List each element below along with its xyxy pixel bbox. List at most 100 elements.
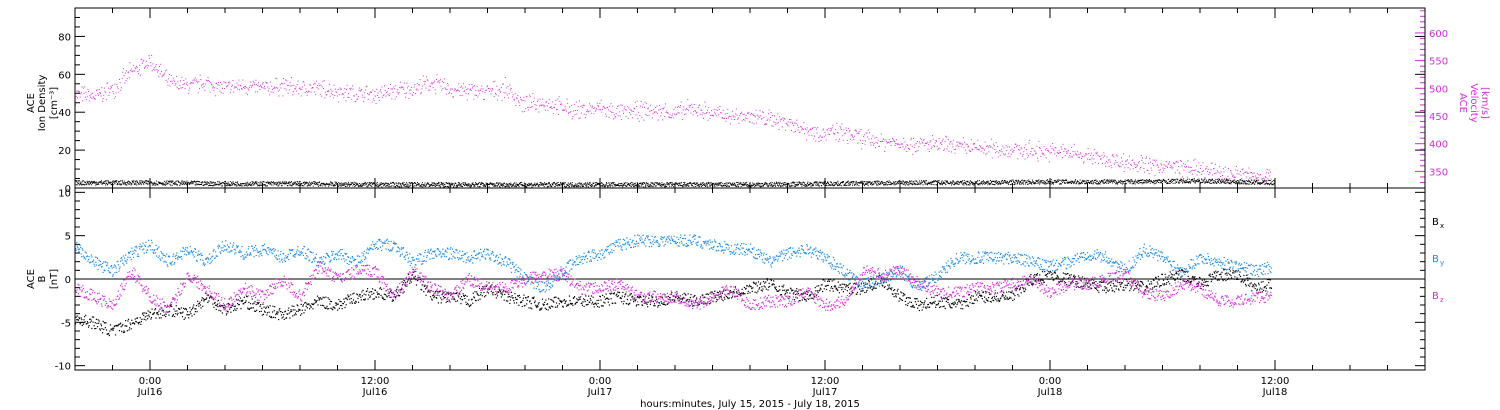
velocity-point [961, 143, 963, 145]
density-point [931, 181, 933, 183]
density-point [1121, 180, 1123, 182]
density-point [614, 185, 616, 187]
density-point [313, 181, 315, 183]
velocity-point [1191, 170, 1193, 172]
density-point [669, 185, 670, 187]
density-point [987, 182, 989, 184]
velocity-point [233, 87, 235, 89]
density-point [847, 180, 849, 182]
velocity-point [178, 88, 180, 90]
density-point [342, 185, 344, 187]
velocity-point [826, 129, 828, 131]
density-point [564, 182, 566, 184]
density-point [592, 184, 594, 186]
velocity-point [748, 121, 750, 123]
density-point [269, 181, 271, 183]
velocity-point [801, 129, 803, 131]
velocity-point [762, 111, 764, 113]
density-point [109, 181, 111, 183]
density-point [1075, 179, 1077, 181]
density-point [132, 181, 134, 183]
density-point [1112, 180, 1114, 182]
density-point [505, 186, 507, 188]
velocity-point [347, 96, 349, 98]
velocity-point [1136, 164, 1138, 166]
density-point [889, 184, 891, 186]
density-point [567, 184, 569, 186]
velocity-point [834, 133, 836, 135]
velocity-point [415, 89, 417, 91]
velocity-point [1096, 153, 1098, 155]
density-point [1156, 179, 1158, 181]
density-point [289, 182, 291, 184]
velocity-point [399, 87, 401, 89]
density-point [841, 185, 843, 187]
density-point [827, 181, 829, 183]
velocity-point [789, 118, 790, 120]
velocity-point [1144, 162, 1146, 164]
density-point [750, 186, 752, 188]
density-point [1190, 181, 1192, 183]
velocity-point [1235, 165, 1237, 167]
velocity-point [851, 133, 853, 135]
density-point [1055, 181, 1057, 183]
velocity-point [367, 92, 369, 94]
density-point [94, 182, 96, 184]
velocity-point [348, 93, 349, 95]
density-point [192, 181, 193, 183]
density-point [508, 186, 510, 188]
density-point [870, 182, 872, 184]
density-point [987, 184, 989, 186]
velocity-point [323, 87, 325, 89]
velocity-point [1208, 174, 1210, 176]
velocity-point [521, 99, 523, 101]
velocity-point [229, 81, 231, 83]
density-point [94, 181, 96, 183]
density-point [882, 182, 883, 184]
velocity-point [80, 92, 82, 94]
velocity-point [213, 89, 215, 91]
density-point [665, 186, 667, 188]
density-point [432, 183, 434, 185]
velocity-point [1232, 174, 1234, 176]
velocity-point [804, 128, 806, 130]
density-point [947, 182, 949, 184]
density-point [957, 180, 958, 182]
density-point [852, 184, 853, 186]
density-point [1031, 181, 1033, 183]
velocity-point [559, 103, 561, 105]
velocity-point [947, 139, 949, 141]
density-point [661, 183, 663, 185]
velocity-point [773, 121, 775, 123]
density-point [287, 182, 289, 184]
velocity-point [271, 85, 273, 87]
density-point [102, 182, 104, 184]
density-point [473, 185, 475, 187]
density-point [136, 184, 138, 186]
velocity-point [677, 112, 679, 114]
velocity-point [227, 82, 229, 84]
velocity-point [338, 94, 340, 96]
velocity-point [405, 92, 407, 94]
velocity-point [280, 87, 282, 89]
density-point [896, 183, 898, 185]
density-point [228, 184, 229, 186]
density-point [811, 183, 813, 185]
velocity-point [982, 148, 984, 150]
velocity-point [323, 80, 325, 82]
density-point [79, 183, 81, 185]
density-point [468, 183, 470, 185]
velocity-point [436, 74, 438, 76]
velocity-point [822, 129, 824, 131]
density-point [146, 183, 148, 185]
density-point [199, 181, 201, 183]
velocity-point [1258, 174, 1260, 176]
velocity-point [1249, 172, 1251, 174]
density-point [597, 183, 599, 185]
density-point [278, 183, 280, 185]
velocity-point [537, 101, 538, 103]
density-point [986, 182, 988, 184]
density-point [1127, 181, 1129, 183]
density-point [478, 182, 480, 184]
density-point [328, 185, 330, 187]
